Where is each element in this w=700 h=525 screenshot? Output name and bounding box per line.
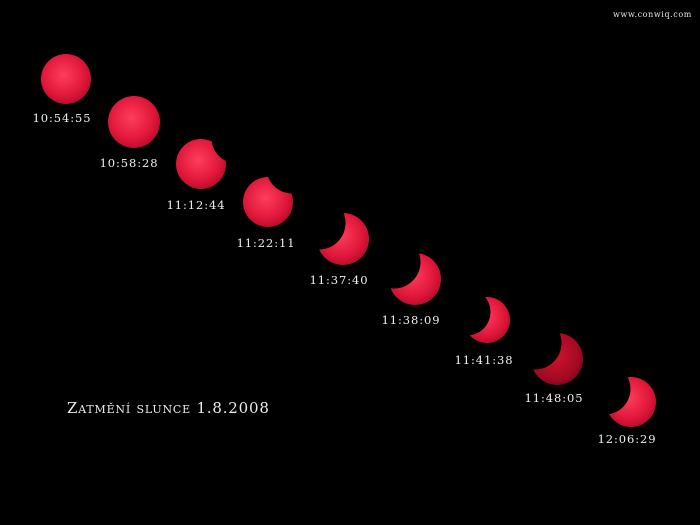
sun-phase-1 (41, 54, 91, 104)
time-label-1: 10:54:55 (32, 111, 92, 125)
time-label-7: 11:41:38 (454, 353, 514, 367)
photographer-credit: www.conwiq.com (613, 10, 692, 19)
sun-phases (41, 54, 656, 427)
time-label-8: 11:48:05 (524, 391, 584, 405)
sun-phase-2 (108, 96, 160, 148)
time-label-2: 10:58:28 (99, 156, 159, 170)
sun-phase-4 (243, 177, 293, 227)
time-label-3: 11:12:44 (166, 198, 226, 212)
time-label-6: 11:38:09 (381, 313, 441, 327)
sun-phase-8 (531, 333, 583, 385)
sun-phase-3 (176, 139, 226, 189)
time-label-9: 12:06:29 (597, 432, 657, 446)
time-label-5: 11:37:40 (309, 273, 369, 287)
image-caption: Zatmění slunce 1.8.2008 (67, 399, 270, 417)
time-label-4: 11:22:11 (236, 236, 296, 250)
sun-phase-7 (464, 297, 510, 343)
sun-phase-5 (317, 213, 369, 265)
sun-phase-9 (606, 377, 656, 427)
sun-phase-6 (389, 253, 441, 305)
